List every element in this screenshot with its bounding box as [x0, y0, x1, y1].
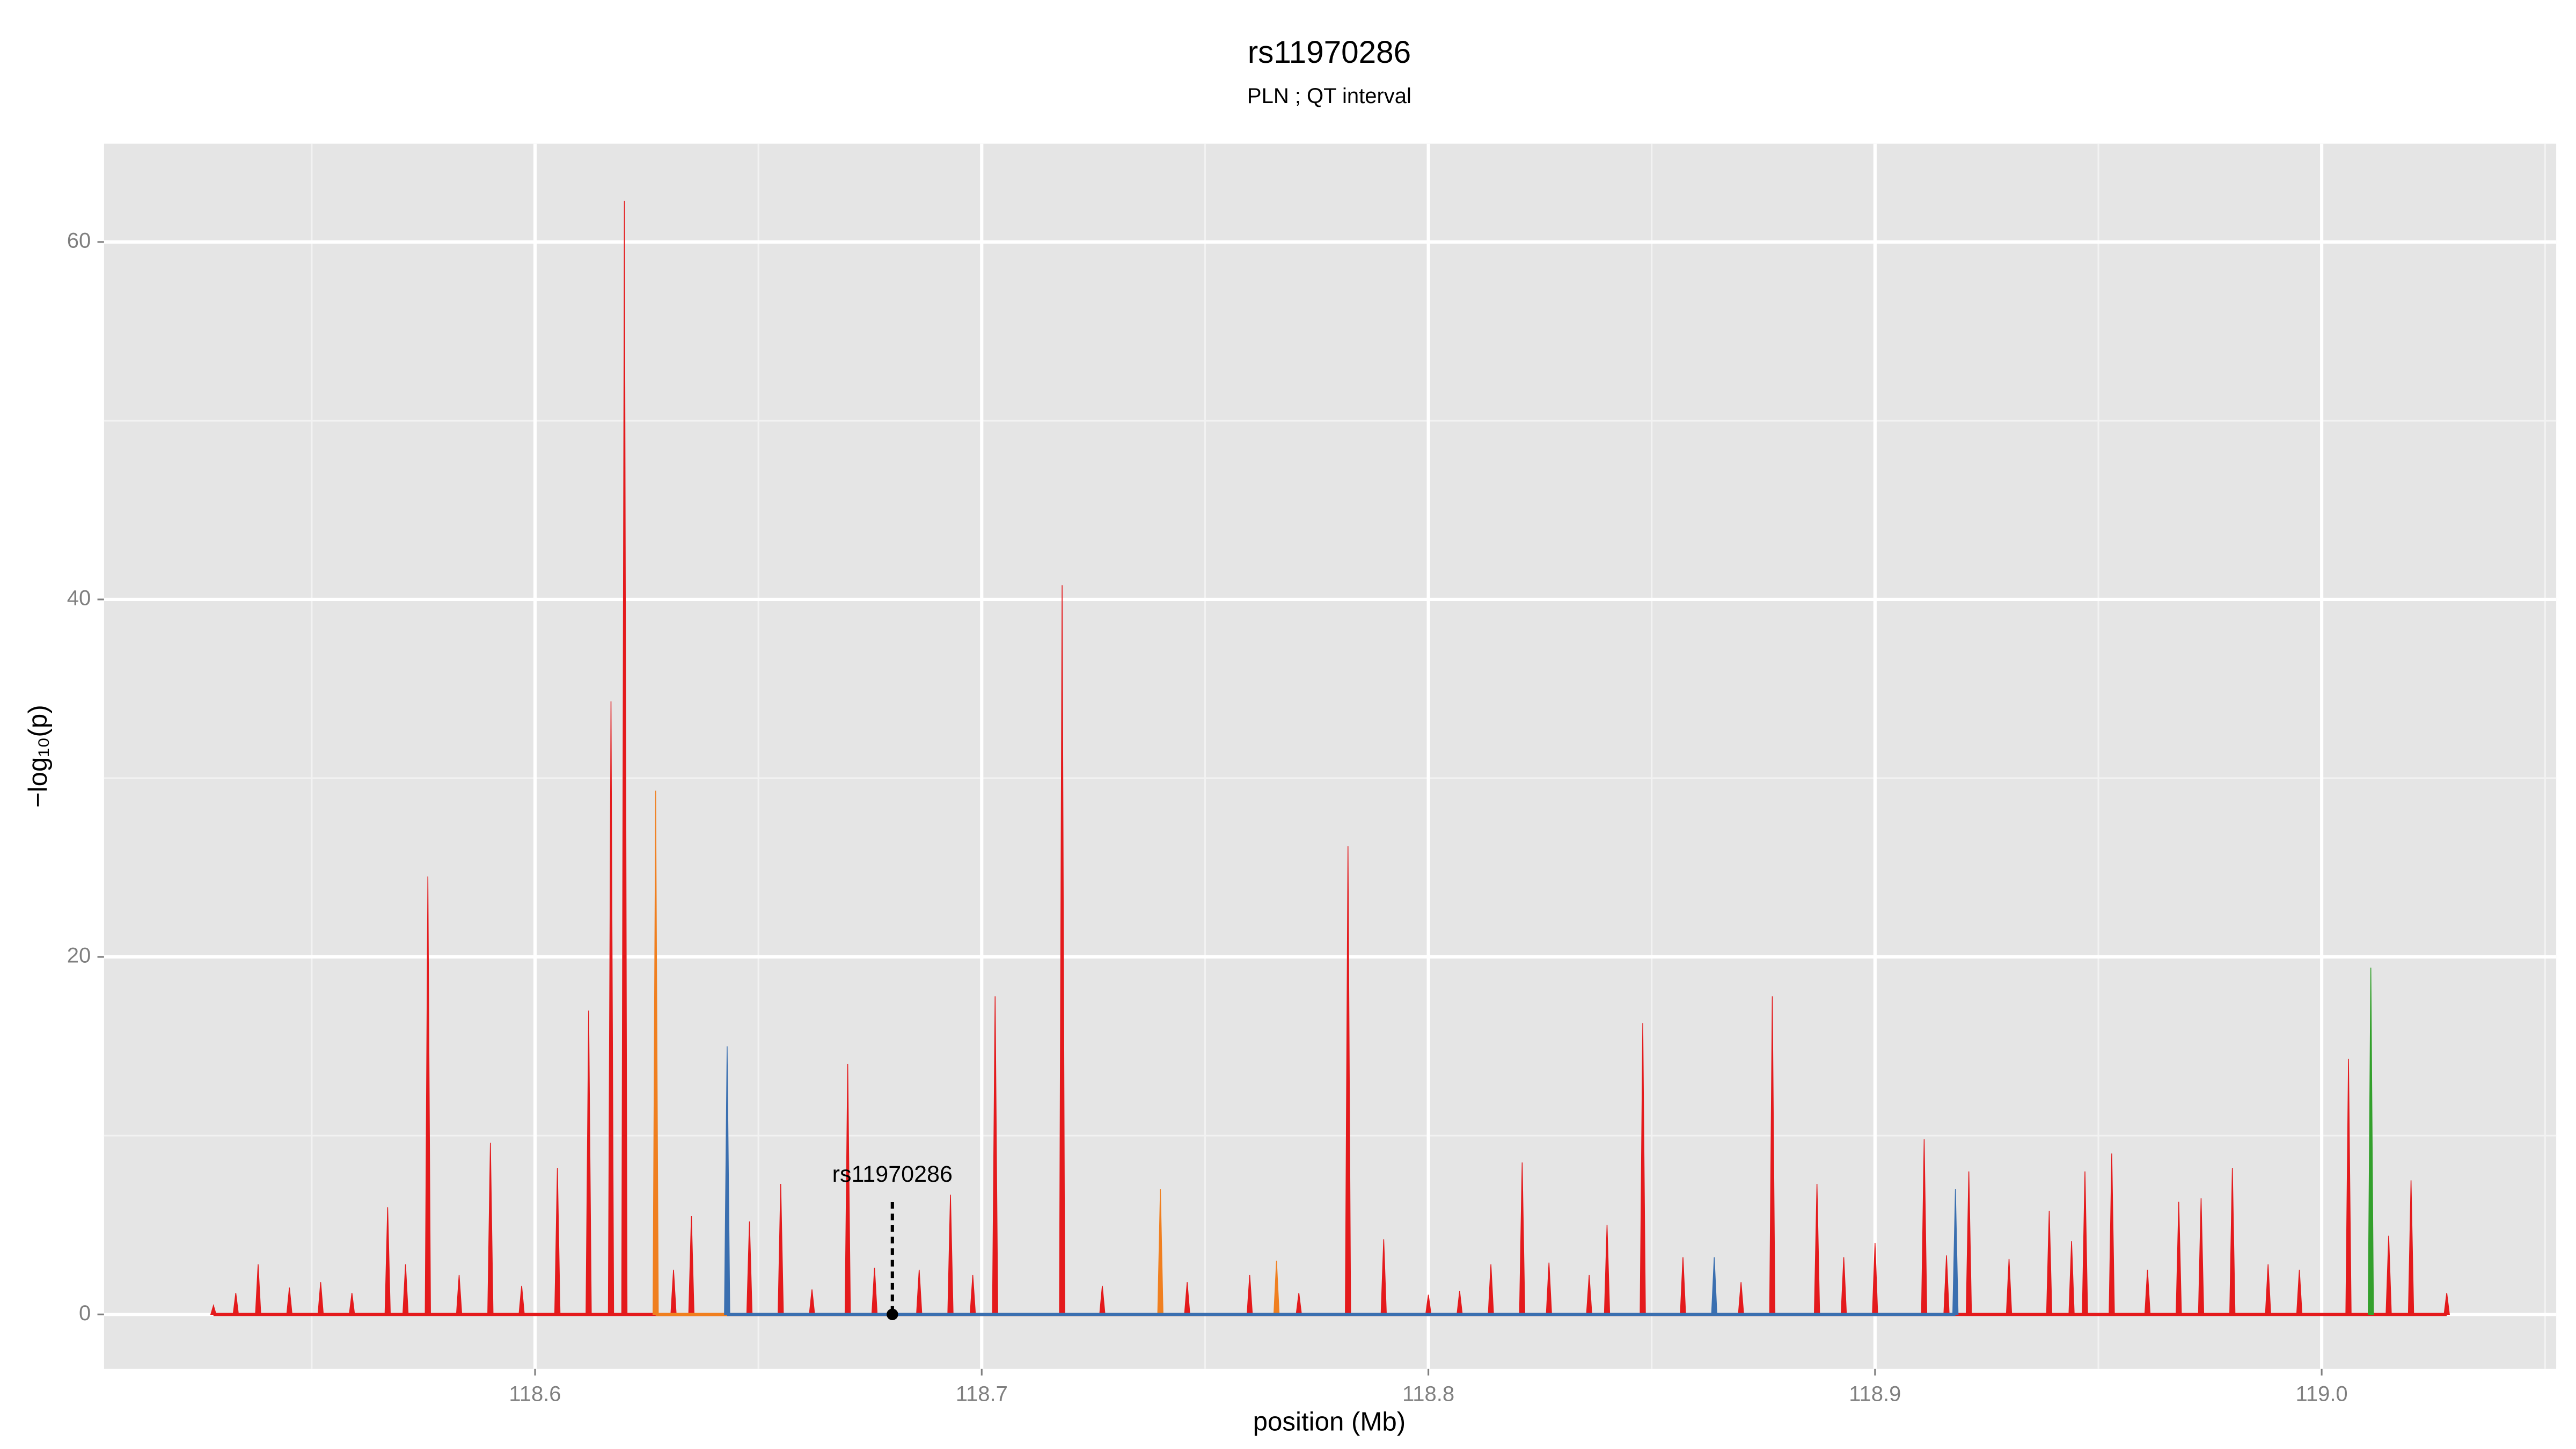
spike	[2082, 1171, 2088, 1315]
spike	[210, 1304, 217, 1315]
y-tick-label: 60	[67, 229, 91, 252]
spike	[317, 1282, 324, 1315]
marks	[210, 201, 2450, 1316]
annotation-point	[887, 1308, 898, 1320]
spike	[2198, 1198, 2205, 1315]
spike	[586, 1010, 592, 1315]
y-axis-label: −log₁₀(p)	[23, 705, 53, 808]
x-tick-label: 119.0	[2296, 1382, 2348, 1406]
x-tick-label: 118.8	[1402, 1382, 1454, 1406]
y-tick-label: 40	[67, 587, 91, 610]
spike	[2443, 1293, 2450, 1315]
y-tick-label: 20	[67, 944, 91, 968]
annotation-label: rs11970286	[832, 1161, 953, 1187]
y-tick-label: 0	[79, 1301, 91, 1325]
chart-title: rs11970286	[1248, 35, 1411, 70]
spike	[2407, 1180, 2414, 1315]
plot-background	[104, 143, 2557, 1369]
spike	[653, 791, 659, 1315]
spike	[2068, 1241, 2075, 1315]
spike	[1952, 1189, 1959, 1315]
spike	[2006, 1258, 2012, 1315]
spike	[2385, 1235, 2392, 1315]
x-tick-label: 118.9	[1849, 1382, 1901, 1406]
spike	[384, 1207, 391, 1315]
spike	[2367, 968, 2374, 1315]
spike	[2229, 1168, 2236, 1315]
spike	[2345, 1058, 2352, 1315]
spike	[402, 1264, 409, 1315]
spike	[1711, 1257, 1717, 1315]
spike	[232, 1293, 239, 1315]
spike	[2144, 1269, 2151, 1315]
grid	[104, 143, 2557, 1369]
spike	[348, 1293, 355, 1315]
spike	[2265, 1264, 2271, 1315]
x-axis-label: position (Mb)	[1253, 1407, 1406, 1436]
spike	[554, 1168, 561, 1315]
spike	[2046, 1210, 2053, 1315]
chart-subtitle: PLN ; QT interval	[1247, 84, 1411, 108]
x-tick-label: 118.7	[956, 1382, 1008, 1406]
spike	[2176, 1202, 2182, 1315]
spike	[2109, 1153, 2115, 1315]
x-tick-label: 118.6	[509, 1382, 561, 1406]
spike	[2296, 1269, 2303, 1315]
spike	[487, 1143, 494, 1315]
spike	[425, 876, 431, 1315]
spike	[456, 1275, 463, 1315]
spike	[518, 1285, 525, 1315]
spike	[1965, 1171, 1972, 1315]
spike	[724, 1046, 730, 1315]
spike	[608, 701, 614, 1315]
spike	[621, 201, 628, 1315]
spike	[255, 1264, 261, 1315]
spike	[286, 1287, 293, 1315]
